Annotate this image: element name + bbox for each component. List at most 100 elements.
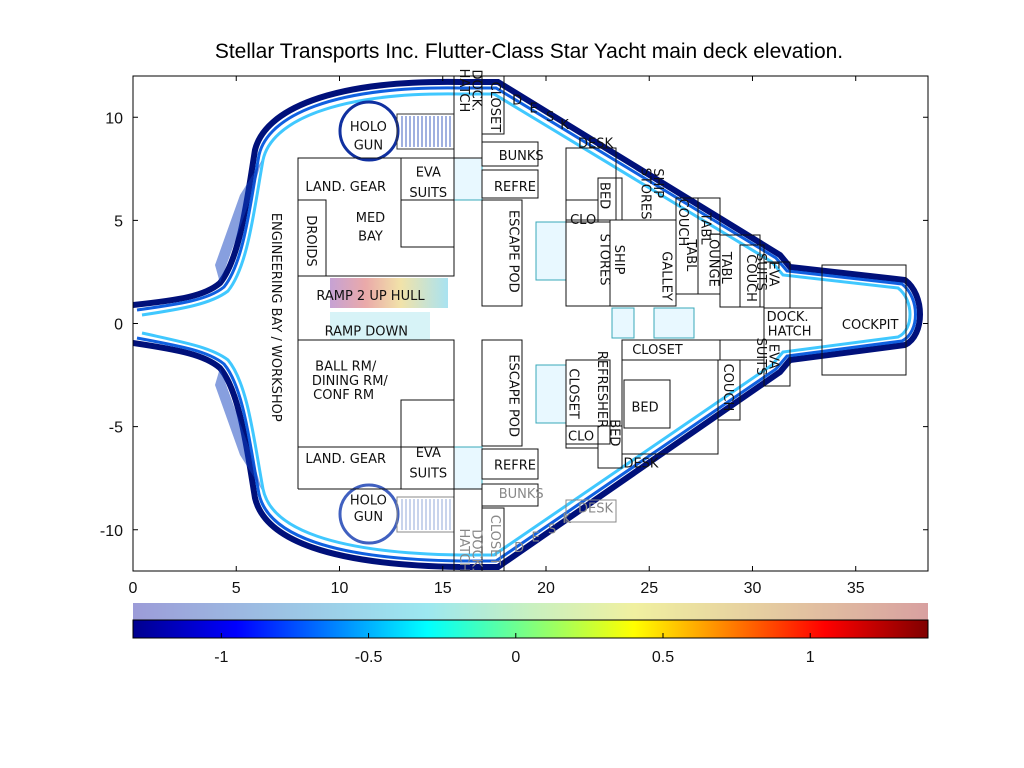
room-label: LAND. GEAR — [305, 180, 386, 195]
hull-outline-outer — [133, 78, 923, 570]
room-label: EVA — [766, 261, 781, 286]
room-label: DESK — [578, 502, 613, 517]
room-label: DROIDS — [303, 215, 318, 266]
room-label: S — [548, 522, 556, 537]
room-label: BUNKS — [499, 149, 544, 164]
room-label: E — [529, 102, 537, 117]
room-label: CLOSET — [565, 368, 580, 419]
room-label: HATCH — [768, 324, 812, 339]
passage-escape-upper — [535, 221, 567, 281]
room-label: SHIP — [611, 245, 626, 275]
room-label: REFRE — [494, 458, 536, 473]
ramp-2-up-hull — [330, 278, 448, 308]
room-label: MED — [356, 211, 385, 226]
room-label: REFRESHER — [594, 351, 609, 428]
room-label: TABL — [697, 212, 712, 246]
holo-gun-upper — [338, 100, 455, 162]
passage-escape-lower — [535, 364, 567, 424]
x-tick-label: 30 — [744, 580, 762, 597]
room-label: K — [560, 118, 569, 133]
colorbar-tick-label: -1 — [214, 649, 228, 666]
room-label: DESK — [623, 456, 658, 471]
hatched-passages — [453, 157, 695, 490]
room-label: S — [546, 110, 554, 125]
colorbar: -1 -0.5 0 0.5 1 — [132, 603, 929, 666]
colorbar-light-strip — [133, 603, 928, 620]
passage-corridor-2 — [653, 307, 695, 339]
room-label: TABL — [718, 251, 733, 285]
room-label: SUITS — [409, 467, 447, 482]
room-label: DOCK. — [468, 69, 483, 111]
room-label: ESCAPE POD — [505, 354, 520, 437]
x-tick-label: 5 — [232, 580, 241, 597]
hull — [133, 78, 923, 570]
x-tick-label: 35 — [847, 580, 865, 597]
colorbar-tick-label: 0.5 — [652, 649, 674, 666]
passage-corridor-1 — [611, 307, 635, 339]
room-label: SUITS — [409, 186, 447, 201]
room-label: EVA — [766, 344, 781, 369]
room-label: CLOSET — [632, 343, 683, 358]
colorbar-ticks: -1 -0.5 0 0.5 1 — [214, 633, 815, 666]
chart-title: Stellar Transports Inc. Flutter-Class St… — [214, 40, 844, 63]
room-label: CLO — [570, 213, 596, 228]
room-label: DOCK. — [767, 310, 809, 325]
room-label: HATCH — [456, 69, 471, 113]
room-label: COUCH — [720, 364, 735, 412]
room-label: HATCH — [456, 529, 471, 573]
y-tick-label: 5 — [114, 213, 123, 230]
room-label: HOLO — [350, 120, 387, 135]
room-label: ENGINEERING BAY / WORKSHOP — [268, 213, 283, 422]
room-walls — [297, 75, 907, 572]
x-tick-label: 0 — [129, 580, 138, 597]
room-label: EVA — [416, 446, 441, 461]
ramp-down — [330, 312, 430, 340]
room-label: COCKPIT — [842, 318, 899, 333]
colorbar-tick-label: -0.5 — [355, 649, 383, 666]
hull-outline-inner — [141, 92, 912, 557]
holo-gun-hatch — [401, 116, 451, 147]
room-label: SHIP — [650, 168, 665, 198]
x-tick-label: 10 — [331, 580, 349, 597]
room-label: GALLEY — [658, 251, 673, 301]
room-label: ESCAPE POD — [505, 210, 520, 293]
holo-gun-hatch — [401, 499, 451, 530]
room-label: E — [532, 531, 540, 546]
x-tick-label: 25 — [640, 580, 658, 597]
y-tick-label: 0 — [114, 317, 123, 334]
room-label: LAND. GEAR — [305, 452, 386, 467]
room-label: BED — [607, 419, 622, 446]
holo-gun-ring — [338, 100, 400, 162]
room-label: SUITS — [753, 253, 768, 291]
room-label: BALL RM/ — [315, 359, 377, 374]
room-label: BUNKS — [499, 487, 544, 502]
room-label: K — [562, 512, 571, 527]
room-label: SUITS — [753, 338, 768, 376]
passage-upper-eva — [453, 157, 483, 201]
y-tick-label: 10 — [105, 110, 123, 127]
room-label: DOCK. — [468, 529, 483, 571]
room-label: BAY — [358, 229, 383, 244]
colorbar-tick-label: 0 — [511, 649, 520, 666]
room-label: REFRE — [494, 180, 536, 195]
room-label: CLOSET — [487, 515, 502, 566]
room-label: EVA — [416, 165, 441, 180]
room-label: CLO — [568, 429, 594, 444]
room-label: COUCH — [675, 199, 690, 247]
room-label: DESK — [578, 137, 613, 152]
x-axis: 0 5 10 15 20 25 30 35 — [129, 76, 865, 597]
room-label: RAMP DOWN — [325, 324, 408, 339]
colorbar-tick-label: 1 — [806, 649, 815, 666]
hull-outline-mid — [136, 86, 917, 563]
room-label: GUN — [354, 139, 383, 154]
passage-lower-eva — [453, 446, 483, 490]
room-label: CLOSET — [487, 82, 502, 133]
y-axis: 10 5 0 -5 -10 — [100, 110, 928, 540]
axes-background — [133, 76, 928, 571]
room-label: HOLO — [350, 493, 387, 508]
room-label: RAMP 2 UP HULL — [316, 289, 425, 304]
room-label: LOUNGE — [706, 232, 721, 287]
room-label: D — [514, 541, 524, 556]
holo-gun-ring — [338, 483, 400, 545]
room-label: D — [512, 93, 522, 108]
